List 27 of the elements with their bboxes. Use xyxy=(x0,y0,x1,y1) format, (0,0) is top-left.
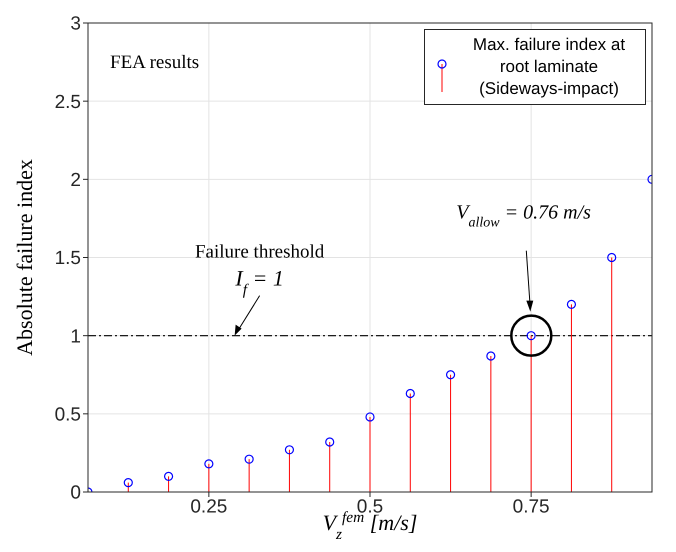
y-tick-label: 2.5 xyxy=(54,92,81,113)
point xyxy=(486,351,496,361)
point xyxy=(325,437,334,447)
y-tick-label: 0 xyxy=(70,482,81,504)
point xyxy=(607,252,616,262)
point xyxy=(566,300,576,309)
point xyxy=(284,445,294,454)
point xyxy=(124,478,133,488)
point xyxy=(244,454,254,464)
y-tick-label: 3 xyxy=(70,14,81,35)
point xyxy=(446,370,456,380)
point xyxy=(204,459,214,468)
point xyxy=(365,412,375,422)
y-tick-label: 0.5 xyxy=(54,404,81,426)
x-tick-label: 0.25 xyxy=(190,496,228,518)
annotation: FEA results xyxy=(110,52,200,73)
point xyxy=(164,472,174,481)
annotation: I$_{f}$ = 1 xyxy=(234,266,284,298)
legend-label: Max. failure index at root laminate (Sideways-impact) xyxy=(472,34,626,100)
annotation: V$_{allow}$ = 0.76 m/s xyxy=(456,202,592,230)
y-tick-label: 1.5 xyxy=(54,248,81,270)
point xyxy=(406,388,415,398)
x-tick-label: 0.75 xyxy=(512,496,550,518)
y-tick-label: 2 xyxy=(70,170,81,192)
ref-line-label: Failure threshold xyxy=(195,242,325,263)
y-axis-title: Absolute failure index xyxy=(12,159,37,356)
y-tick-label: 1 xyxy=(70,326,81,348)
